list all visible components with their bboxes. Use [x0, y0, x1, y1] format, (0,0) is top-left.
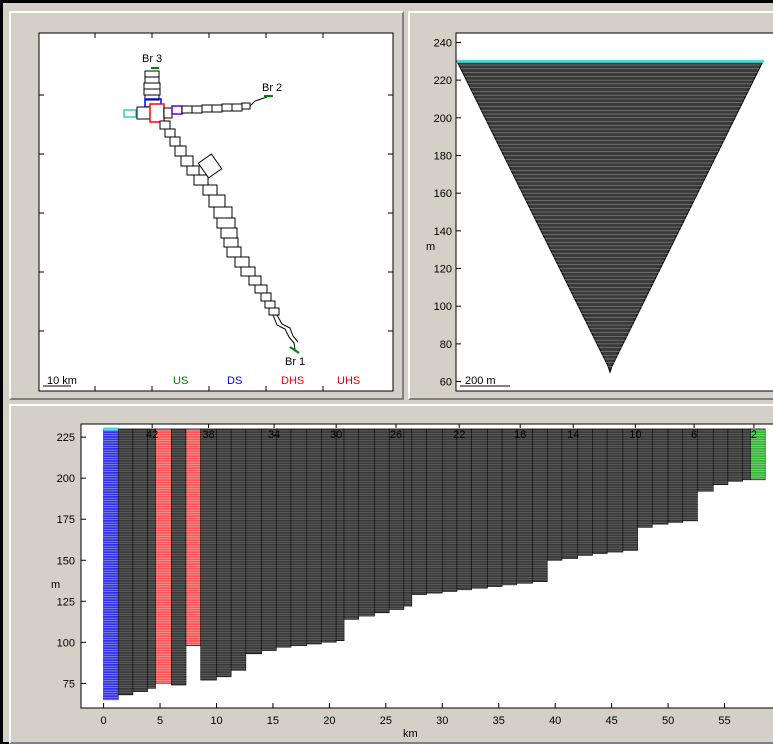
profile-y-tick-label: 75 — [63, 678, 75, 690]
profile-x-tick-label: 30 — [436, 715, 448, 727]
profile-segment-label: 34 — [268, 429, 280, 441]
profile-segment — [358, 428, 375, 617]
profile-y-tick-label: 125 — [57, 596, 75, 608]
junction-area — [123, 103, 183, 123]
profile-segment — [411, 428, 427, 596]
profile-segment — [456, 428, 472, 591]
legend-dhs: DHS — [281, 375, 304, 387]
profile-segment — [516, 428, 533, 584]
profile-segment-label: 22 — [453, 429, 465, 441]
profile-segment — [200, 428, 217, 681]
cross-section-y-tick-label: 80 — [440, 339, 452, 351]
cross-section-y-tick-label: 60 — [440, 377, 452, 389]
profile-segment — [335, 428, 345, 641]
map-scale-label: 10 km — [47, 375, 77, 387]
profile-segment-label: 14 — [567, 429, 579, 441]
branch-1-channel — [159, 120, 300, 354]
cross-section-y-tick-label: 160 — [434, 188, 452, 200]
profile-segment — [290, 428, 308, 646]
profile-segment — [501, 428, 518, 586]
cross-section-y-tick-label: 100 — [434, 301, 452, 313]
profile-segment — [171, 428, 187, 686]
cross-section-svg: 60 80 100 120 140 160 180 200 220 240 m 200 m — [426, 32, 773, 392]
legend-ds: DS — [227, 375, 242, 387]
profile-segments — [103, 427, 766, 701]
profile-segment — [388, 428, 405, 610]
profile-x-tick-label: 45 — [606, 715, 618, 727]
longitudinal-profile-panel[interactable]: 0510152025303540455055607510012515017520… — [9, 404, 773, 744]
profile-segment-label: 26 — [390, 429, 402, 441]
profile-segment — [230, 428, 247, 671]
profile-segment — [374, 428, 390, 614]
profile-x-label: km — [403, 728, 418, 740]
profile-segment-label: 10 — [629, 429, 641, 441]
profile-x-tick-label: 5 — [157, 715, 163, 727]
profile-segment-label: 18 — [514, 429, 526, 441]
profile-segment-label: 30 — [330, 429, 342, 441]
profile-segment — [727, 428, 743, 482]
branch-2-channel — [181, 95, 273, 114]
profile-y-tick-label: 100 — [57, 637, 75, 649]
profile-x-tick-label: 35 — [493, 715, 505, 727]
profile-segment — [185, 428, 201, 646]
profile-segment — [471, 428, 488, 589]
branch-3-channel — [143, 67, 161, 101]
cross-section-y-tick-label: 240 — [434, 37, 452, 49]
cross-section-panel[interactable]: 60 80 100 120 140 160 180 200 220 240 m 200 m — [408, 11, 773, 400]
profile-segment — [276, 428, 292, 648]
legend-us: US — [173, 375, 188, 387]
profile-x-tick-label: 25 — [380, 715, 392, 727]
cross-section-y-tick-label: 120 — [434, 264, 452, 276]
profile-segment — [682, 428, 698, 522]
profile-x-tick-label: 55 — [718, 715, 730, 727]
profile-y-tick-label: 175 — [57, 514, 75, 526]
profile-segment-label: 42 — [146, 429, 158, 441]
cross-section-y-tick-label: 220 — [434, 75, 452, 87]
branch-1-label: Br 1 — [285, 356, 305, 368]
profile-segment — [132, 428, 148, 692]
profile-segment — [103, 428, 119, 701]
cross-section-shape — [456, 59, 764, 374]
profile-y-tick-label: 200 — [57, 473, 75, 485]
branch-3-label: Br 3 — [142, 53, 162, 65]
profile-segment — [561, 428, 579, 559]
river-map-panel[interactable]: Br 3 Br 2 Br 1 10 km US DS DHS UHS — [9, 11, 404, 400]
profile-segment-label: 38 — [202, 429, 214, 441]
profile-x-tick-label: 20 — [323, 715, 335, 727]
profile-y-tick-label: 150 — [57, 555, 75, 567]
profile-x-tick-label: 40 — [549, 715, 561, 727]
profile-segment — [426, 428, 443, 594]
profile-svg: 0510152025303540455055607510012515017520… — [51, 423, 773, 740]
profile-segment — [117, 428, 134, 696]
profile-x-tick-label: 50 — [662, 715, 674, 727]
river-map-svg: Br 3 Br 2 Br 1 10 km US DS DHS UHS — [38, 32, 394, 392]
profile-axes: 0510152025303540455055607510012515017520… — [57, 424, 757, 727]
profile-x-tick-label: 10 — [210, 715, 222, 727]
profile-segment — [742, 428, 751, 481]
branch-2-label: Br 2 — [262, 82, 282, 94]
legend-uhs: UHS — [337, 375, 360, 387]
cross-section-y-tick-label: 200 — [434, 113, 452, 125]
cross-section-y-label: m — [426, 241, 435, 253]
cross-section-y-tick-label: 140 — [434, 226, 452, 238]
profile-y-tick-label: 225 — [57, 432, 75, 444]
profile-x-tick-label: 0 — [101, 715, 107, 727]
profile-x-tick-label: 15 — [267, 715, 279, 727]
cross-section-y-tick-label: 180 — [434, 150, 452, 162]
map-ticks — [39, 33, 393, 391]
cross-section-scale-label: 200 m — [465, 375, 496, 387]
profile-segment — [321, 428, 337, 643]
profile-y-label: m — [51, 579, 60, 591]
profile-segment-label: 6 — [691, 429, 697, 441]
profile-segment — [546, 428, 563, 561]
cross-section-y-axis: 60 80 100 120 140 160 180 200 220 240 — [434, 37, 461, 389]
profile-segment — [622, 428, 638, 551]
profile-segment-label: 2 — [751, 429, 757, 441]
profile-segment — [606, 428, 624, 553]
